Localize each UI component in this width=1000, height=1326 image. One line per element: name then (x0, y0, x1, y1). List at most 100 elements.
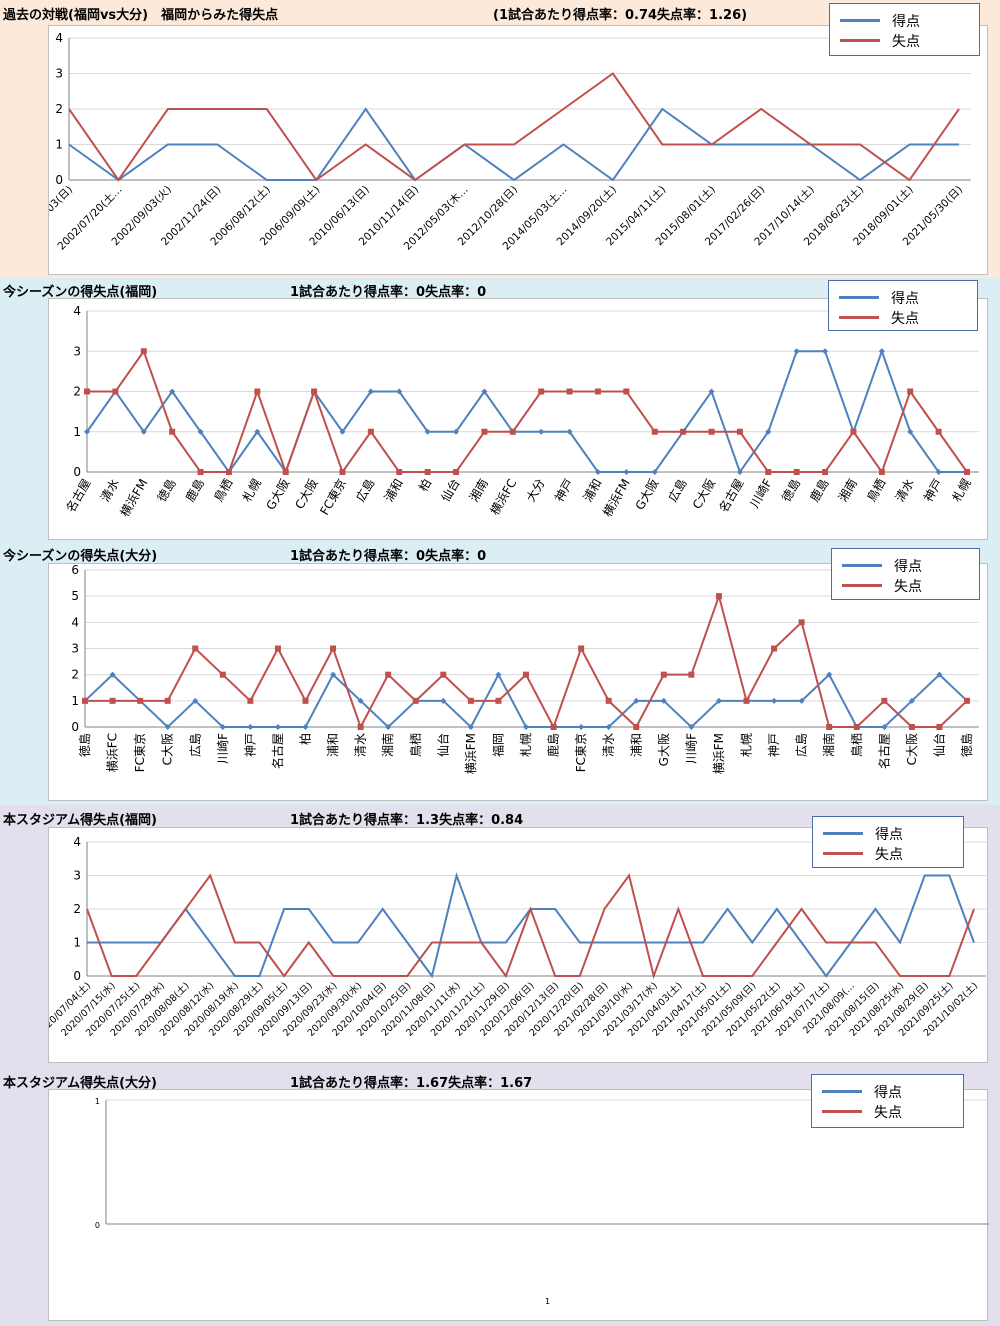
x-tick-label: 福岡 (490, 733, 505, 757)
x-tick-label: 柏 (415, 476, 434, 494)
x-tick-label: 札幌 (239, 476, 264, 504)
point-conceded (793, 469, 800, 475)
x-tick-label: 鹿島 (546, 733, 561, 757)
legend-label: 得点 (875, 827, 903, 843)
x-tick-label: 神戸 (552, 477, 576, 505)
x-tick-label: 名古屋 (716, 476, 747, 515)
point-scored (140, 428, 147, 435)
x-tick-label: 湘南 (466, 476, 491, 504)
point-conceded (137, 697, 144, 704)
point-conceded (311, 388, 318, 395)
legend-item-scored: 得点 (813, 824, 963, 843)
legend-item-conceded: 失点 (813, 844, 963, 863)
x-tick-label: 清水 (98, 477, 122, 505)
point-scored (736, 469, 743, 475)
chart-title: 過去の対戦(福岡vs大分) 福岡からみた得失点 (3, 8, 279, 23)
y-tick-label: 1 (73, 425, 81, 439)
point-conceded (550, 724, 557, 730)
point-conceded (605, 697, 612, 704)
y-tick-label: 0 (95, 1221, 100, 1230)
legend: 得点 失点 (828, 280, 978, 331)
point-conceded (765, 469, 772, 475)
legend-item-scored: 得点 (832, 556, 979, 575)
point-conceded (339, 469, 346, 475)
x-tick-label: 湘南 (835, 476, 860, 504)
point-scored (826, 671, 833, 678)
x-tick-label: 川崎F (216, 733, 230, 764)
x-tick-label: 名古屋 (63, 476, 94, 515)
x-tick-label: 鳥栖 (211, 476, 236, 504)
x-tick-label: 徳島 (77, 733, 92, 757)
x-tick-label: 鳥栖 (863, 476, 888, 504)
point-conceded (523, 671, 529, 678)
point-conceded (798, 619, 805, 626)
chart-svg: 012342020/07/04(土)2020/07/15(水)2020/07/2… (34, 835, 986, 1039)
rate-text: (1試合あたり得点率：0.74失点率：1.26) (493, 8, 748, 23)
rate-text: 1試合あたり得点率：0失点率：0 (290, 549, 487, 564)
point-conceded (453, 469, 460, 475)
y-tick-label: 3 (73, 869, 81, 883)
point-scored (396, 388, 403, 395)
point-scored (660, 697, 667, 704)
y-tick-label: 2 (71, 668, 79, 682)
point-scored (935, 469, 942, 475)
point-scored (715, 697, 722, 704)
point-conceded (367, 428, 374, 435)
x-tick-label: 湘南 (380, 733, 395, 757)
rate-text: 1試合あたり得点率：0失点率：0 (290, 285, 487, 300)
point-conceded (743, 697, 750, 704)
panel-season-oita: 今シーズンの得失点(大分) 1試合あたり得点率：0失点率：0 0 1 2 3 4 5 6 徳島… (0, 543, 1000, 805)
legend-label: 得点 (874, 1085, 902, 1101)
legend-label: 得点 (891, 291, 919, 307)
point-conceded (771, 645, 778, 652)
point-conceded (509, 428, 516, 435)
x-tick-label: 清水 (354, 733, 368, 757)
legend-label: 得点 (894, 559, 922, 575)
y-tick-label: 4 (71, 615, 79, 629)
legend: 得点 失点 (811, 1074, 964, 1128)
x-tick-label: 徳島 (154, 476, 179, 504)
point-scored (481, 388, 488, 395)
x-tick-label: 神戸 (767, 733, 781, 757)
point-scored (274, 724, 281, 730)
x-tick-label: 広島 (187, 733, 202, 757)
point-scored (440, 697, 447, 704)
y-tick-label: 1 (95, 1097, 100, 1106)
point-conceded (192, 645, 199, 652)
point-conceded (936, 724, 943, 730)
point-scored (367, 388, 374, 395)
point-conceded (197, 469, 204, 475)
x-tick-label: 1 (545, 1297, 550, 1306)
x-tick-label: 川崎F (747, 476, 775, 510)
point-conceded (566, 388, 573, 395)
point-scored (771, 697, 778, 704)
point-scored (566, 428, 573, 435)
point-conceded (385, 671, 392, 678)
x-tick-label: 川崎F (684, 733, 698, 764)
point-scored (330, 671, 337, 678)
point-conceded (169, 428, 176, 435)
point-scored (822, 348, 829, 355)
y-tick-label: 4 (73, 835, 81, 849)
point-scored (109, 671, 116, 678)
point-conceded (112, 388, 119, 395)
x-tick-label: FC東京 (133, 733, 147, 772)
point-conceded (633, 724, 640, 730)
y-tick-label: 4 (73, 304, 81, 318)
x-tick-label: FC東京 (317, 477, 349, 518)
x-tick-label: 鹿島 (182, 476, 207, 504)
point-conceded (578, 645, 585, 652)
rate-text: 1試合あたり得点率：1.3失点率：0.84 (290, 813, 524, 828)
point-scored (302, 724, 309, 730)
point-conceded (109, 697, 116, 704)
series-line-conceded (85, 592, 968, 730)
point-scored (605, 724, 612, 730)
point-scored (385, 724, 392, 730)
x-tick-label: 広島 (665, 476, 690, 504)
point-scored (688, 724, 695, 730)
point-scored (594, 469, 601, 475)
point-scored (197, 428, 204, 435)
point-conceded (878, 469, 885, 475)
y-tick-label: 3 (73, 344, 81, 358)
x-tick-label: G大阪 (264, 477, 293, 513)
